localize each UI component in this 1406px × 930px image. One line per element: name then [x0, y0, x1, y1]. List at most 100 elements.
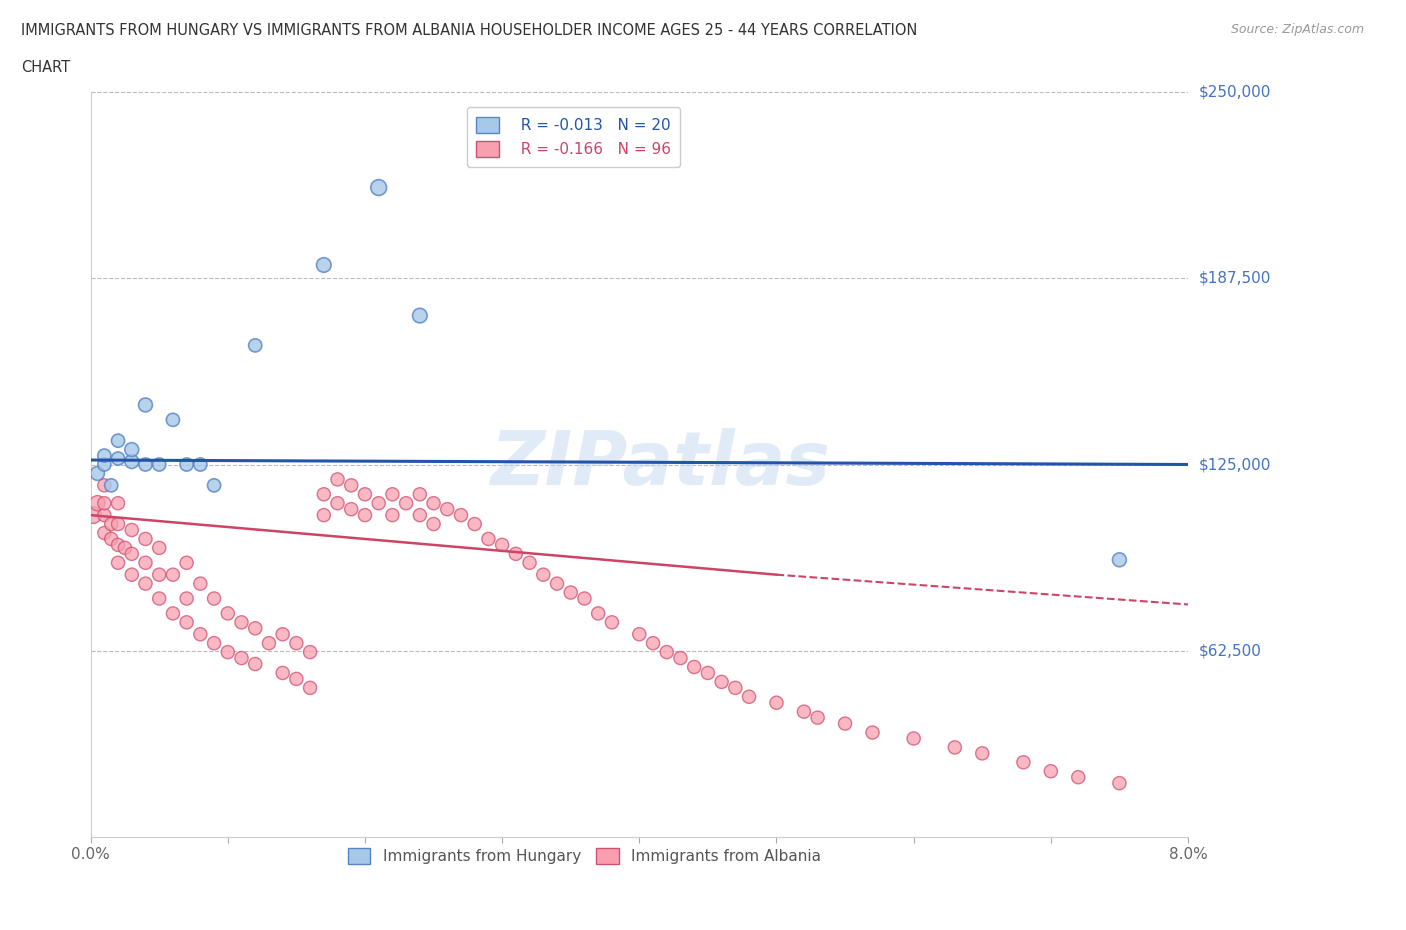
Point	[546, 577, 568, 591]
Text: IMMIGRANTS FROM HUNGARY VS IMMIGRANTS FROM ALBANIA HOUSEHOLDER INCOME AGES 25 - : IMMIGRANTS FROM HUNGARY VS IMMIGRANTS FR…	[21, 23, 918, 38]
Point	[738, 689, 761, 704]
Point	[162, 412, 184, 427]
Point	[134, 397, 156, 412]
Point	[903, 731, 925, 746]
Point	[107, 433, 129, 448]
Point	[176, 615, 198, 630]
Point	[724, 681, 747, 696]
Point	[162, 567, 184, 582]
Point	[188, 457, 211, 472]
Point	[793, 704, 815, 719]
Point	[107, 555, 129, 570]
Point	[655, 644, 678, 659]
Point	[560, 585, 582, 600]
Point	[340, 501, 363, 516]
Text: $62,500: $62,500	[1199, 644, 1263, 658]
Point	[381, 486, 404, 501]
Point	[245, 338, 267, 352]
Point	[134, 555, 156, 570]
Text: Source: ZipAtlas.com: Source: ZipAtlas.com	[1230, 23, 1364, 36]
Point	[121, 547, 143, 562]
Point	[134, 532, 156, 547]
Point	[574, 591, 596, 606]
Text: $187,500: $187,500	[1199, 271, 1271, 286]
Point	[312, 508, 335, 523]
Point	[765, 696, 787, 711]
Point	[340, 478, 363, 493]
Point	[134, 457, 156, 472]
Point	[1108, 552, 1130, 567]
Point	[231, 651, 253, 666]
Point	[82, 508, 104, 523]
Point	[299, 681, 322, 696]
Point	[148, 540, 170, 555]
Point	[354, 508, 377, 523]
Point	[100, 478, 122, 493]
Text: ZIPatlas: ZIPatlas	[491, 428, 831, 501]
Point	[121, 454, 143, 469]
Point	[93, 478, 115, 493]
Point	[683, 659, 706, 674]
Point	[271, 666, 294, 681]
Point	[367, 496, 389, 511]
Text: $250,000: $250,000	[1199, 85, 1271, 100]
Point	[436, 501, 458, 516]
Point	[641, 636, 664, 651]
Point	[148, 567, 170, 582]
Point	[450, 508, 472, 523]
Point	[202, 591, 225, 606]
Point	[107, 496, 129, 511]
Point	[93, 525, 115, 540]
Point	[107, 451, 129, 466]
Point	[409, 486, 432, 501]
Point	[217, 644, 239, 659]
Point	[395, 496, 418, 511]
Point	[710, 674, 733, 689]
Point	[422, 517, 444, 532]
Point	[162, 606, 184, 621]
Point	[114, 540, 136, 555]
Point	[1108, 776, 1130, 790]
Point	[148, 591, 170, 606]
Point	[409, 308, 432, 323]
Point	[531, 567, 554, 582]
Point	[176, 457, 198, 472]
Point	[93, 448, 115, 463]
Point	[176, 555, 198, 570]
Point	[807, 711, 830, 725]
Point	[669, 651, 692, 666]
Point	[1039, 764, 1062, 778]
Legend: Immigrants from Hungary, Immigrants from Albania: Immigrants from Hungary, Immigrants from…	[342, 842, 828, 870]
Point	[367, 180, 389, 195]
Text: $125,000: $125,000	[1199, 457, 1271, 472]
Point	[107, 538, 129, 552]
Point	[862, 725, 884, 740]
Point	[93, 457, 115, 472]
Point	[1067, 770, 1090, 785]
Point	[285, 671, 308, 686]
Point	[505, 547, 527, 562]
Point	[100, 532, 122, 547]
Point	[381, 508, 404, 523]
Point	[326, 496, 349, 511]
Point	[188, 627, 211, 642]
Point	[519, 555, 541, 570]
Point	[245, 657, 267, 671]
Point	[134, 577, 156, 591]
Point	[176, 591, 198, 606]
Point	[628, 627, 651, 642]
Point	[477, 532, 499, 547]
Point	[586, 606, 609, 621]
Point	[202, 478, 225, 493]
Point	[121, 567, 143, 582]
Point	[271, 627, 294, 642]
Point	[422, 496, 444, 511]
Point	[326, 472, 349, 486]
Point	[121, 442, 143, 457]
Point	[245, 621, 267, 636]
Point	[217, 606, 239, 621]
Point	[491, 538, 513, 552]
Text: CHART: CHART	[21, 60, 70, 74]
Point	[409, 508, 432, 523]
Point	[93, 508, 115, 523]
